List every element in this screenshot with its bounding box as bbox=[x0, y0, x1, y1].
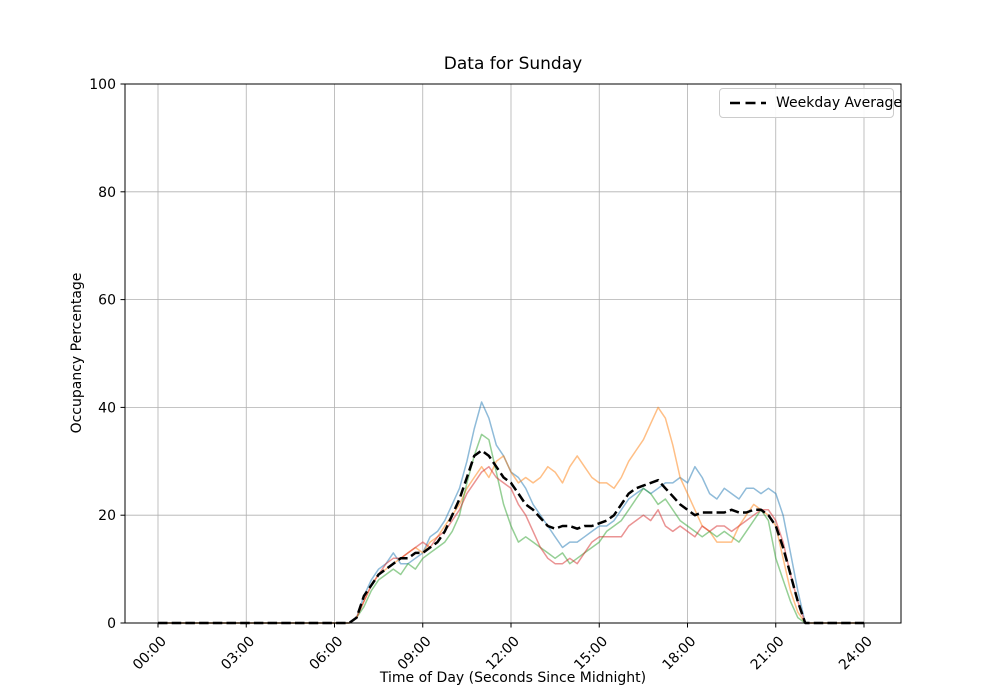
x-tick-label: 09:00 bbox=[395, 634, 435, 674]
series-line-day-series-green bbox=[158, 433, 864, 624]
x-axis-label: Time of Day (Seconds Since Midnight) bbox=[379, 670, 647, 686]
series-line-day-series-red bbox=[158, 465, 864, 624]
y-tick-label: 80 bbox=[98, 185, 116, 201]
y-tick-label: 20 bbox=[98, 508, 116, 524]
y-axis-label: Occupancy Percentage bbox=[69, 272, 85, 434]
chart-title: Data for Sunday bbox=[443, 54, 583, 74]
x-tick-label: 06:00 bbox=[306, 634, 346, 674]
x-tick-label: 12:00 bbox=[483, 634, 523, 674]
y-tick-label: 0 bbox=[107, 616, 116, 632]
x-tick-label: 03:00 bbox=[218, 634, 258, 674]
y-tick-label: 60 bbox=[98, 293, 116, 309]
x-tick-label: 15:00 bbox=[571, 634, 611, 674]
series-line-day-series-blue bbox=[158, 401, 864, 624]
legend-label: Weekday Average bbox=[776, 95, 903, 111]
x-tick-label: 24:00 bbox=[836, 634, 876, 674]
legend: Weekday Average bbox=[719, 88, 902, 118]
legend-dashed-line-icon bbox=[730, 101, 766, 105]
y-tick-label: 100 bbox=[89, 77, 116, 93]
x-tick-label: 21:00 bbox=[748, 634, 788, 674]
x-tick-label: 00:00 bbox=[130, 634, 170, 674]
axes-spines bbox=[124, 83, 902, 624]
y-tick-label: 40 bbox=[98, 400, 116, 416]
x-tick-label: 18:00 bbox=[659, 634, 699, 674]
